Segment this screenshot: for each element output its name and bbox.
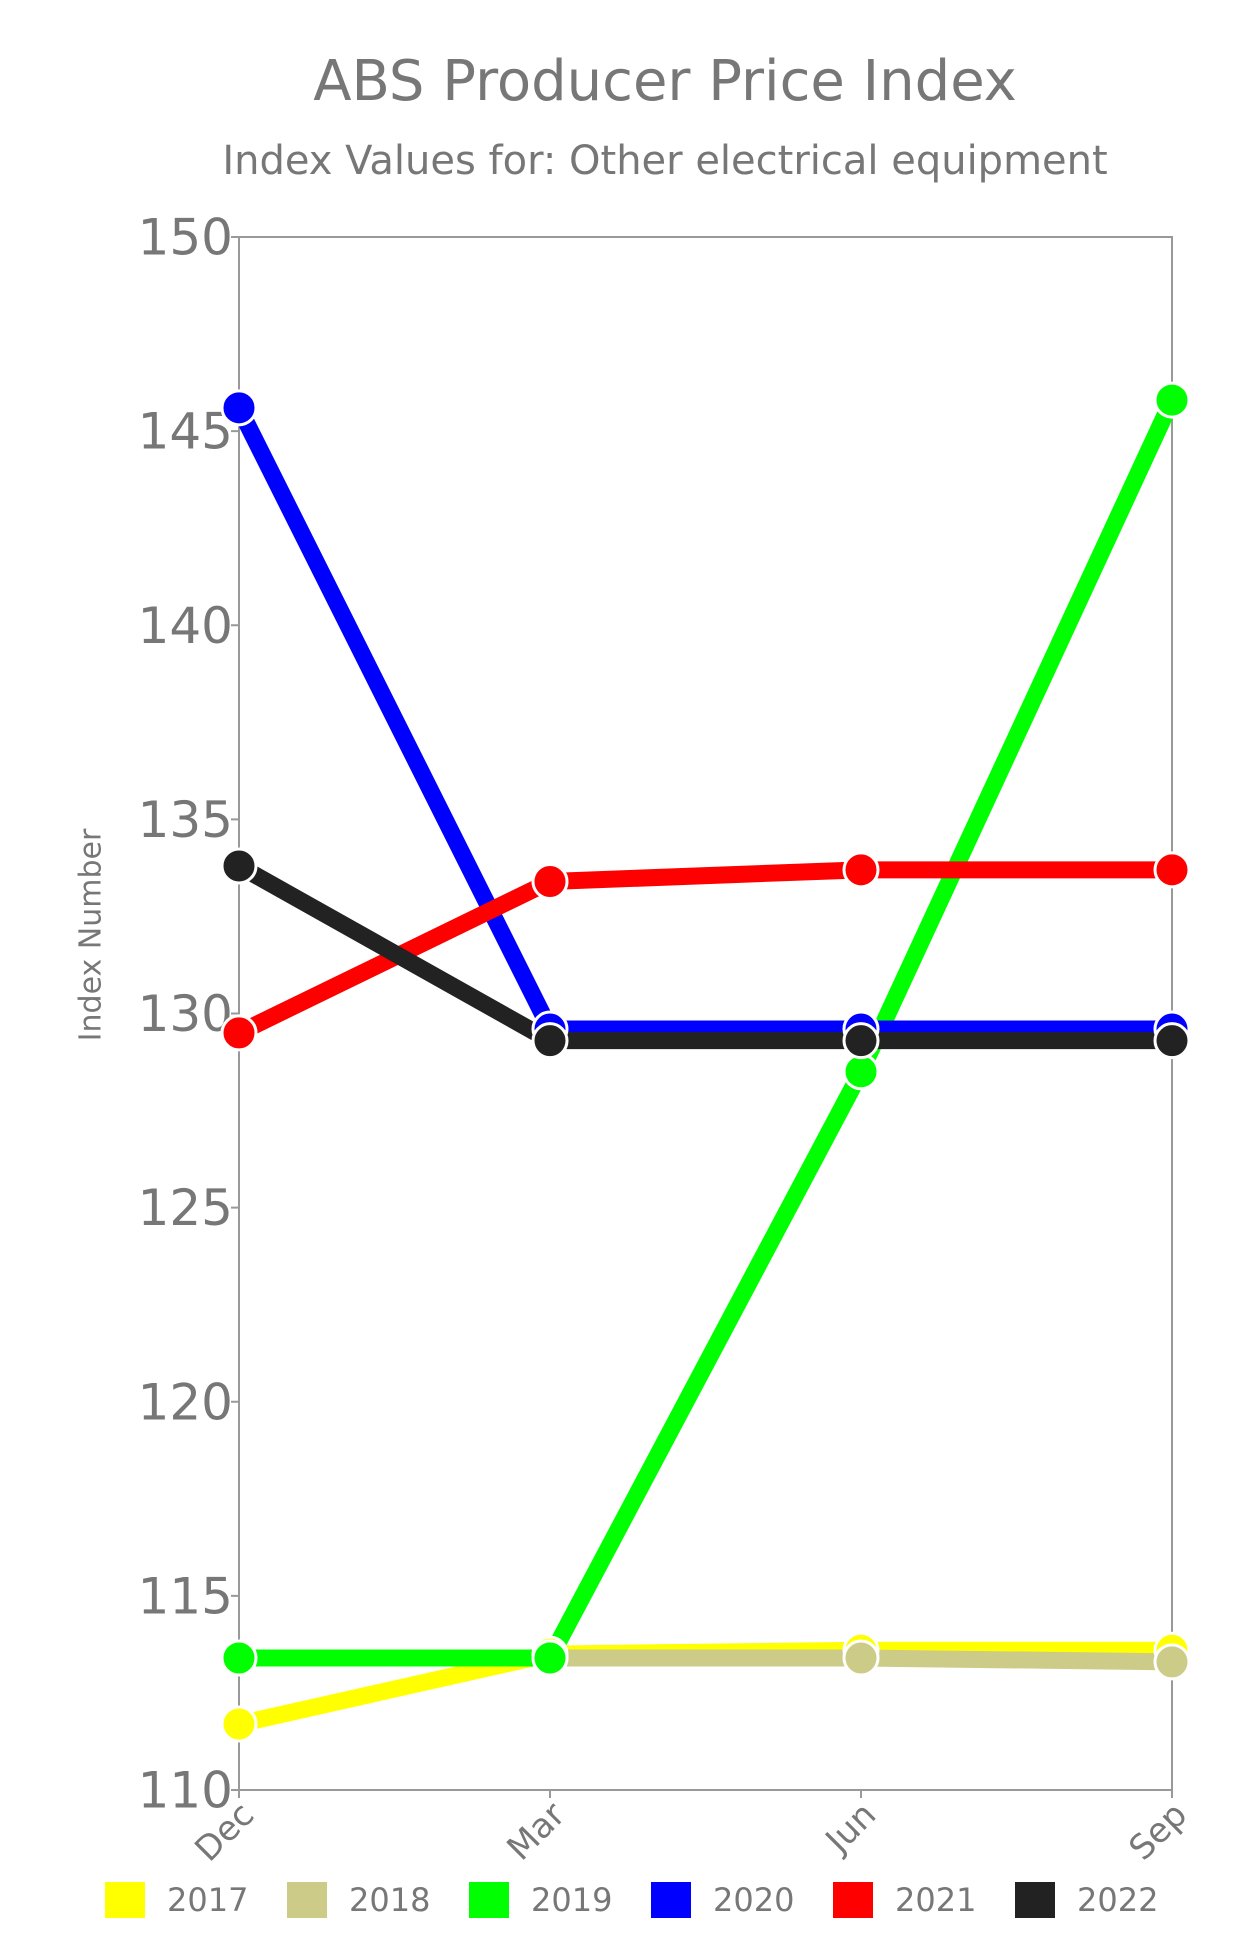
y-tick-label: 140 (138, 597, 233, 655)
legend-label: 2022 (1077, 1881, 1158, 1919)
y-tick-label: 115 (138, 1567, 233, 1625)
data-point (1153, 381, 1191, 419)
series-line (234, 858, 1172, 1050)
y-tick-label: 150 (138, 209, 233, 267)
data-point (842, 851, 880, 889)
y-tick-label: 110 (138, 1762, 233, 1820)
legend-label: 2017 (167, 1881, 248, 1919)
legend-swatch (469, 1882, 509, 1918)
data-point (220, 389, 258, 427)
x-tick-label: Jun (817, 1795, 884, 1862)
series-line (231, 404, 1172, 1038)
data-point (531, 1022, 569, 1060)
y-tick-label: 125 (138, 1179, 233, 1237)
y-tick-label: 135 (138, 791, 233, 849)
data-point (1153, 1643, 1191, 1681)
data-point (1153, 851, 1191, 889)
legend-swatch (833, 1882, 873, 1918)
chart-title: ABS Producer Price Index (313, 49, 1017, 114)
y-tick-label: 130 (138, 985, 233, 1043)
legend-swatch (651, 1882, 691, 1918)
chart-subtitle: Index Values for: Other electrical equip… (222, 138, 1107, 184)
data-point (220, 1639, 258, 1677)
data-point (531, 862, 569, 900)
plot-frame (238, 236, 1173, 1791)
legend-swatch (1015, 1882, 1055, 1918)
legend-label: 2021 (895, 1881, 976, 1919)
legend-label: 2018 (349, 1881, 430, 1919)
legend-label: 2019 (531, 1881, 612, 1919)
data-point (842, 1053, 880, 1091)
series-line (239, 396, 1180, 1667)
data-point (220, 1705, 258, 1743)
y-tick-label: 145 (138, 403, 233, 461)
data-point (220, 1014, 258, 1052)
legend-swatch (105, 1882, 145, 1918)
data-point (531, 1639, 569, 1677)
legend-label: 2020 (713, 1881, 794, 1919)
y-tick-label: 120 (138, 1373, 233, 1431)
data-point (220, 847, 258, 885)
y-axis-label: Index Number (74, 828, 109, 1041)
data-point (842, 1022, 880, 1060)
data-point (1153, 1022, 1191, 1060)
data-point (842, 1639, 880, 1677)
x-tick-label: Sep (1121, 1795, 1195, 1869)
legend-swatch (287, 1882, 327, 1918)
x-tick-label: Mar (499, 1795, 573, 1869)
